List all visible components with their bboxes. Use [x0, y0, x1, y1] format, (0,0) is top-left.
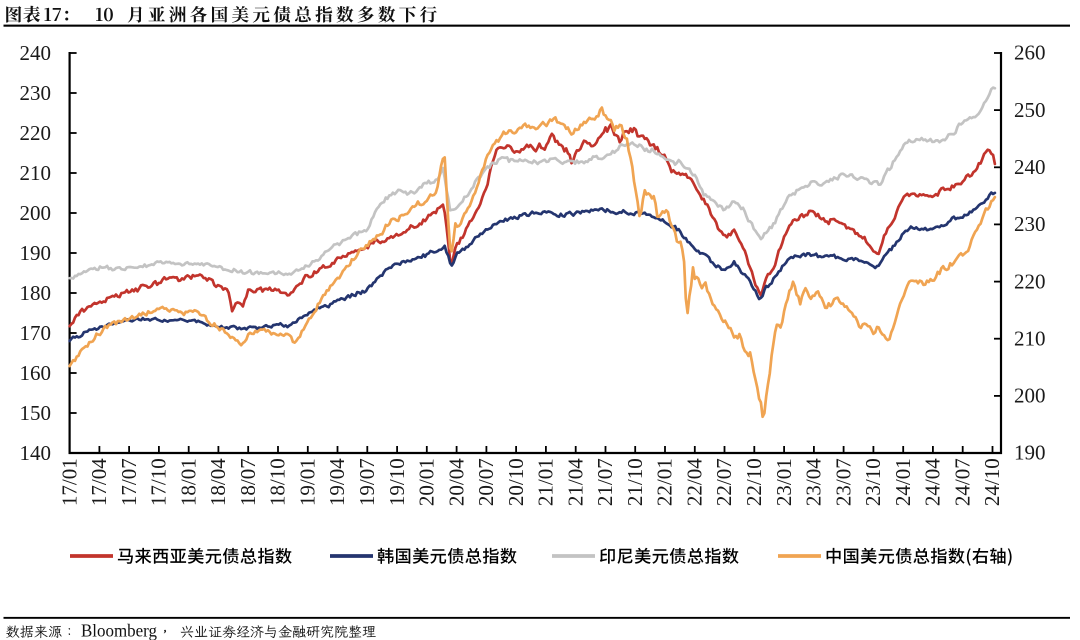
svg-text:22/10: 22/10 — [742, 458, 766, 506]
svg-text:200: 200 — [1014, 384, 1046, 408]
svg-text:190: 190 — [1014, 441, 1046, 465]
svg-text:21/07: 21/07 — [593, 458, 617, 506]
svg-text:17/01: 17/01 — [57, 458, 81, 506]
svg-text:22/07: 22/07 — [712, 458, 736, 506]
svg-text:20/01: 20/01 — [415, 458, 439, 506]
svg-text:18/04: 18/04 — [206, 458, 230, 506]
svg-text:23/04: 23/04 — [802, 458, 826, 506]
svg-text:160: 160 — [20, 361, 52, 385]
svg-text:240: 240 — [20, 41, 52, 65]
svg-text:17/07: 17/07 — [117, 458, 141, 506]
svg-text:24/01: 24/01 — [891, 458, 915, 506]
svg-text:210: 210 — [20, 161, 52, 185]
svg-text:18/07: 18/07 — [236, 458, 260, 506]
svg-text:210: 210 — [1014, 326, 1046, 350]
svg-text:22/04: 22/04 — [683, 458, 707, 506]
svg-text:200: 200 — [20, 201, 52, 225]
svg-text:19/07: 19/07 — [355, 458, 379, 506]
svg-text:23/10: 23/10 — [861, 458, 885, 506]
svg-text:17/04: 17/04 — [87, 458, 111, 506]
svg-text:23/07: 23/07 — [831, 458, 855, 506]
svg-text:180: 180 — [20, 281, 52, 305]
svg-text:21/01: 21/01 — [534, 458, 558, 506]
svg-text:230: 230 — [1014, 212, 1046, 236]
svg-text:230: 230 — [20, 81, 52, 105]
svg-text:17/10: 17/10 — [147, 458, 171, 506]
svg-text:250: 250 — [1014, 98, 1046, 122]
svg-text:20/04: 20/04 — [444, 458, 468, 506]
svg-text:20/10: 20/10 — [504, 458, 528, 506]
svg-text:260: 260 — [1014, 41, 1046, 65]
svg-text:23/01: 23/01 — [772, 458, 796, 506]
svg-text:24/07: 24/07 — [950, 458, 974, 506]
svg-text:22/01: 22/01 — [653, 458, 677, 506]
svg-text:24/10: 24/10 — [980, 458, 1004, 506]
svg-text:150: 150 — [20, 401, 52, 425]
svg-text:190: 190 — [20, 241, 52, 265]
svg-text:24/04: 24/04 — [921, 458, 945, 506]
svg-text:220: 220 — [20, 121, 52, 145]
svg-text:21/10: 21/10 — [623, 458, 647, 506]
svg-text:140: 140 — [20, 441, 52, 465]
svg-text:18/10: 18/10 — [266, 458, 290, 506]
svg-text:220: 220 — [1014, 269, 1046, 293]
svg-text:19/04: 19/04 — [325, 458, 349, 506]
svg-text:170: 170 — [20, 321, 52, 345]
svg-text:19/01: 19/01 — [296, 458, 320, 506]
svg-text:19/10: 19/10 — [385, 458, 409, 506]
svg-text:18/01: 18/01 — [176, 458, 200, 506]
svg-text:21/04: 21/04 — [563, 458, 587, 506]
svg-text:Bloomberg: Bloomberg — [81, 620, 157, 640]
svg-text:240: 240 — [1014, 155, 1046, 179]
svg-text:20/07: 20/07 — [474, 458, 498, 506]
